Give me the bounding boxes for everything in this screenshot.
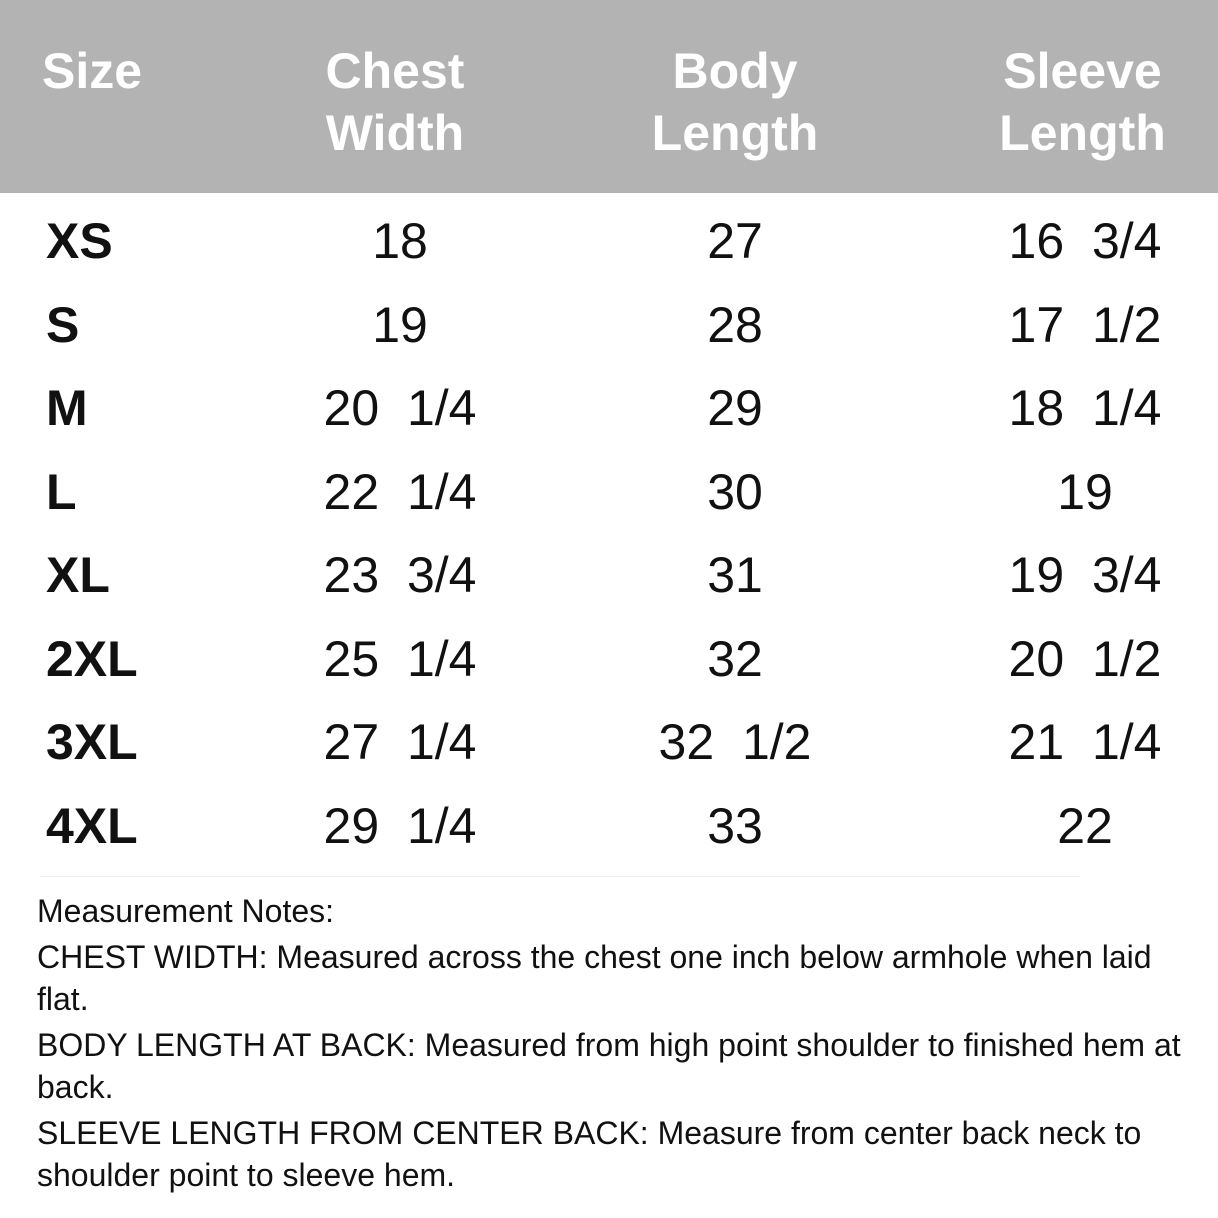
size-cell: 3XL (46, 714, 138, 770)
size-cell: XS (46, 213, 113, 269)
sleeve-cell: 18 1/4 (1008, 380, 1162, 436)
table-row: XS 18 27 16 3/4 (0, 199, 1218, 283)
chest-cell: 29 1/4 (323, 797, 477, 854)
table-row: L 22 1/4 30 19 (0, 450, 1218, 534)
table-row: 3XL 27 1/4 32 1/2 21 1/4 (0, 700, 1218, 784)
chest-cell: 22 1/4 (323, 463, 477, 520)
table-header: Size Chest Width Body Length Sleeve Leng… (0, 0, 1218, 193)
table-row: 2XL 25 1/4 32 20 1/2 (0, 617, 1218, 701)
table-row: 4XL 29 1/4 33 22 (0, 784, 1218, 868)
header-chest-width: Chest Width (325, 43, 465, 161)
sleeve-cell: 19 3/4 (1008, 547, 1162, 603)
chest-cell: 23 3/4 (323, 547, 477, 603)
size-cell: 2XL (46, 630, 138, 687)
sleeve-cell: 16 3/4 (1008, 213, 1162, 269)
table-row: XL 23 3/4 31 19 3/4 (0, 533, 1218, 617)
table-row: S 19 28 17 1/2 (0, 283, 1218, 367)
chest-cell: 27 1/4 (323, 714, 477, 770)
chest-cell: 20 1/4 (323, 380, 477, 436)
body-cell: 27 (707, 213, 763, 269)
size-cell: S (46, 296, 80, 353)
size-cell: M (46, 380, 88, 436)
body-cell: 29 (707, 380, 763, 436)
body-cell: 33 (707, 797, 763, 854)
size-cell: 4XL (46, 797, 138, 854)
header-body-length: Body Length (651, 43, 819, 161)
body-cell: 30 (707, 463, 763, 520)
body-cell: 32 1/2 (658, 714, 812, 770)
sleeve-cell: 20 1/2 (1008, 630, 1162, 687)
measurement-notes: Measurement Notes: CHEST WIDTH: Measured… (37, 890, 1187, 1200)
chest-cell: 19 (372, 296, 428, 353)
note-chest: CHEST WIDTH: Measured across the chest o… (37, 939, 1152, 1017)
sleeve-cell: 19 (1057, 463, 1113, 520)
header-size: Size (42, 43, 143, 99)
divider (40, 876, 1080, 877)
notes-title: Measurement Notes: (37, 893, 335, 929)
body-cell: 28 (707, 296, 763, 353)
body-cell: 31 (707, 547, 763, 603)
note-sleeve: SLEEVE LENGTH FROM CENTER BACK: Measure … (37, 1115, 1142, 1193)
size-cell: XL (46, 547, 110, 603)
body-cell: 32 (707, 630, 763, 687)
sleeve-cell: 22 (1057, 797, 1113, 854)
sleeve-cell: 17 1/2 (1008, 296, 1162, 353)
chest-cell: 25 1/4 (323, 630, 477, 687)
chest-cell: 18 (372, 213, 428, 269)
table-row: M 20 1/4 29 18 1/4 (0, 366, 1218, 450)
sleeve-cell: 21 1/4 (1008, 714, 1162, 770)
header-sleeve-length: Sleeve Length (999, 43, 1166, 161)
note-body: BODY LENGTH AT BACK: Measured from high … (37, 1027, 1181, 1105)
size-cell: L (46, 463, 77, 520)
